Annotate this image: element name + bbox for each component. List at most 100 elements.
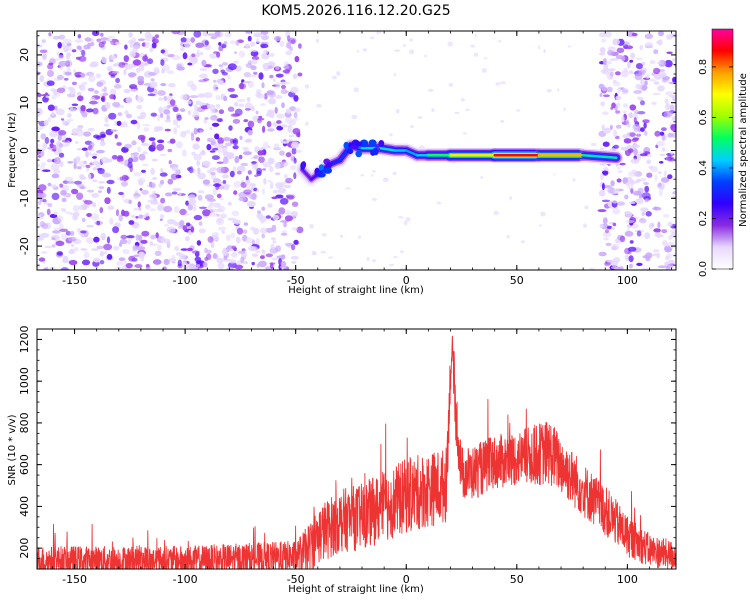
noise-blob [603,58,607,66]
noise-blob [180,130,187,138]
noise-blob [610,180,615,187]
noise-blob [154,250,162,256]
noise-blob [141,169,146,173]
noise-blob [654,174,658,182]
noise-blob [642,119,650,124]
noise-blob [160,168,164,173]
noise-blob [410,125,414,129]
noise-blob [219,213,227,219]
noise-blob [177,259,182,267]
noise-blob [403,220,408,226]
noise-blob [656,140,665,147]
noise-blob [431,108,435,113]
noise-blob [280,161,290,164]
noise-blob [67,113,72,118]
noise-blob [256,167,263,175]
noise-blob [217,217,222,223]
noise-blob [136,122,141,130]
noise-blob [53,157,61,165]
chart-title: KOM5.2026.116.12.20.G25 [261,3,450,19]
noise-blob [661,229,668,234]
noise-blob [237,250,246,254]
noise-blob [284,184,291,189]
noise-blob [160,197,166,204]
noise-blob [246,200,256,208]
noise-blob [602,217,608,225]
noise-blob [279,197,289,205]
noise-blob [222,174,229,179]
noise-blob [553,173,556,176]
noise-blob [351,114,358,120]
noise-blob [128,200,132,204]
noise-blob [47,182,52,187]
noise-blob [216,161,224,164]
noise-blob [640,127,645,132]
noise-blob [637,111,646,115]
noise-blob [304,84,310,89]
noise-blob [394,49,401,52]
noise-blob [608,68,616,72]
noise-blob [150,234,157,240]
noise-blob [102,172,111,178]
noise-blob [211,232,219,237]
noise-blob [611,102,616,109]
noise-blob [253,32,262,38]
noise-blob [366,256,370,262]
noise-blob [91,202,97,208]
noise-blob [195,260,203,264]
noise-blob [263,178,267,185]
noise-blob [136,104,143,110]
noise-blob [199,51,204,56]
noise-blob [49,130,58,138]
noise-blob [127,157,133,164]
noise-blob [99,131,106,139]
noise-blob [93,257,101,263]
noise-blob [127,161,133,169]
noise-blob [104,116,109,123]
noise-blob [658,39,663,46]
noise-blob [672,191,676,195]
noise-blob [637,96,641,100]
noise-blob [45,95,49,99]
x-tick-label: 0 [403,573,410,586]
noise-blob [151,141,156,149]
signal-blob [301,161,307,169]
noise-blob [163,96,168,101]
noise-blob [83,131,92,137]
noise-blob [250,65,257,71]
noise-blob [106,179,115,185]
noise-blob [251,261,255,266]
noise-blob [623,110,627,114]
noise-blob [267,145,271,149]
noise-blob [111,55,117,60]
noise-blob [83,251,90,259]
noise-blob [238,197,247,202]
noise-blob [251,246,258,252]
noise-blob [222,157,229,164]
noise-blob [197,167,201,174]
noise-blob [627,123,631,128]
noise-blob [59,228,69,232]
noise-blob [55,108,65,116]
noise-blob [65,231,72,236]
noise-blob [190,134,195,141]
noise-blob [242,81,246,85]
noise-blob [493,210,500,216]
noise-blob [198,228,206,234]
noise-blob [202,209,211,217]
noise-blob [191,53,196,58]
noise-blob [231,210,239,217]
noise-blob [270,262,274,269]
noise-blob [142,163,149,167]
noise-blob [251,161,257,164]
noise-blob [653,81,660,85]
noise-blob [46,159,53,163]
noise-blob [190,83,197,91]
noise-blob [249,41,256,47]
noise-blob [609,124,613,130]
noise-blob [64,71,72,76]
noise-blob [86,224,95,228]
noise-blob [604,262,611,266]
noise-blob [599,47,606,54]
noise-blob [99,207,104,214]
